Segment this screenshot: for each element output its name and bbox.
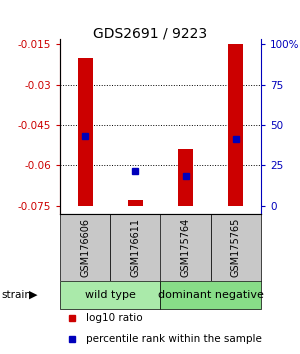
Text: percentile rank within the sample: percentile rank within the sample (86, 333, 262, 344)
Bar (228, 44, 243, 206)
Text: wild type: wild type (85, 290, 136, 300)
Text: GSM176611: GSM176611 (130, 218, 140, 277)
Text: GDS2691 / 9223: GDS2691 / 9223 (93, 27, 207, 41)
Text: GSM175765: GSM175765 (231, 218, 241, 277)
Bar (60, 281, 160, 309)
Text: GSM175764: GSM175764 (181, 218, 190, 277)
Bar (110, 214, 160, 281)
Bar (178, 149, 193, 206)
Bar (60, 214, 110, 281)
Text: ▶: ▶ (28, 290, 37, 300)
Text: log10 ratio: log10 ratio (86, 314, 143, 324)
Text: GSM176606: GSM176606 (80, 218, 90, 277)
Text: dominant negative: dominant negative (158, 290, 264, 300)
Bar (160, 214, 211, 281)
Bar (160, 281, 261, 309)
Bar (78, 58, 93, 206)
Bar (211, 214, 261, 281)
Text: strain: strain (2, 290, 31, 300)
Bar (128, 200, 143, 206)
